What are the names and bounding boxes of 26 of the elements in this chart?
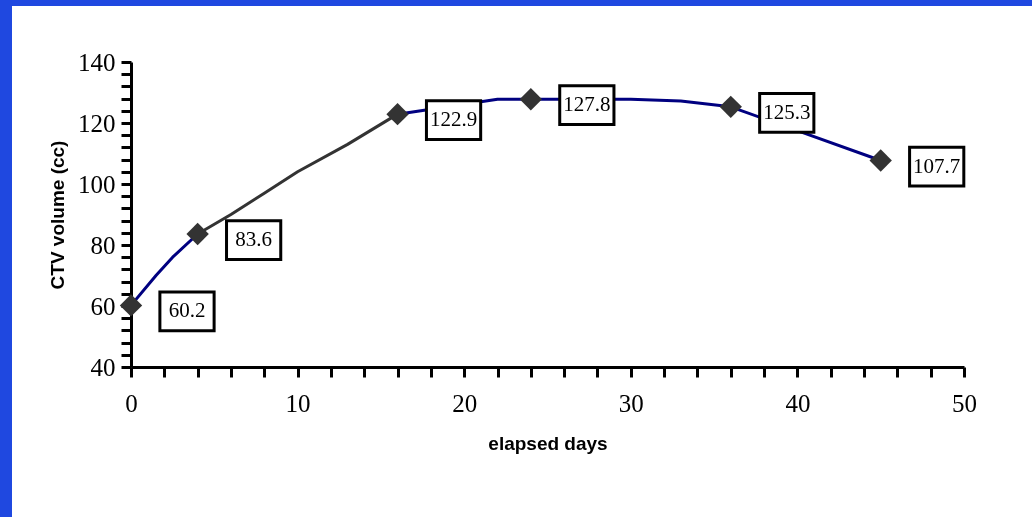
x-tick-label: 40 bbox=[785, 389, 811, 417]
x-tick-label: 20 bbox=[452, 389, 478, 417]
point bbox=[186, 222, 209, 246]
y-tick-label: 120 bbox=[78, 109, 116, 137]
x-tick-label: 10 bbox=[285, 389, 311, 417]
data-label: 107.7 bbox=[913, 153, 961, 178]
y-tick-label: 40 bbox=[90, 353, 116, 381]
data-label: 60.2 bbox=[168, 298, 206, 323]
data-label: 125.3 bbox=[763, 99, 811, 124]
x-tick-label: 50 bbox=[952, 389, 977, 417]
y-tick-label: 140 bbox=[78, 48, 116, 76]
x-axis-title: elapsed days bbox=[488, 432, 608, 454]
data-label: 127.8 bbox=[563, 92, 611, 117]
y-tick-label: 60 bbox=[90, 292, 116, 320]
point bbox=[386, 102, 409, 126]
point bbox=[119, 294, 143, 317]
y-axis-title: CTV volume (cc) bbox=[47, 140, 68, 290]
point bbox=[869, 149, 892, 172]
x-tick-label: 30 bbox=[618, 389, 644, 417]
data-label: 83.6 bbox=[235, 227, 273, 252]
point bbox=[519, 88, 543, 111]
x-tick-label: 0 bbox=[125, 389, 138, 417]
point bbox=[719, 95, 742, 119]
data-label: 122.9 bbox=[429, 107, 478, 132]
y-tick-label: 80 bbox=[90, 231, 116, 259]
y-tick-label: 100 bbox=[78, 170, 116, 198]
